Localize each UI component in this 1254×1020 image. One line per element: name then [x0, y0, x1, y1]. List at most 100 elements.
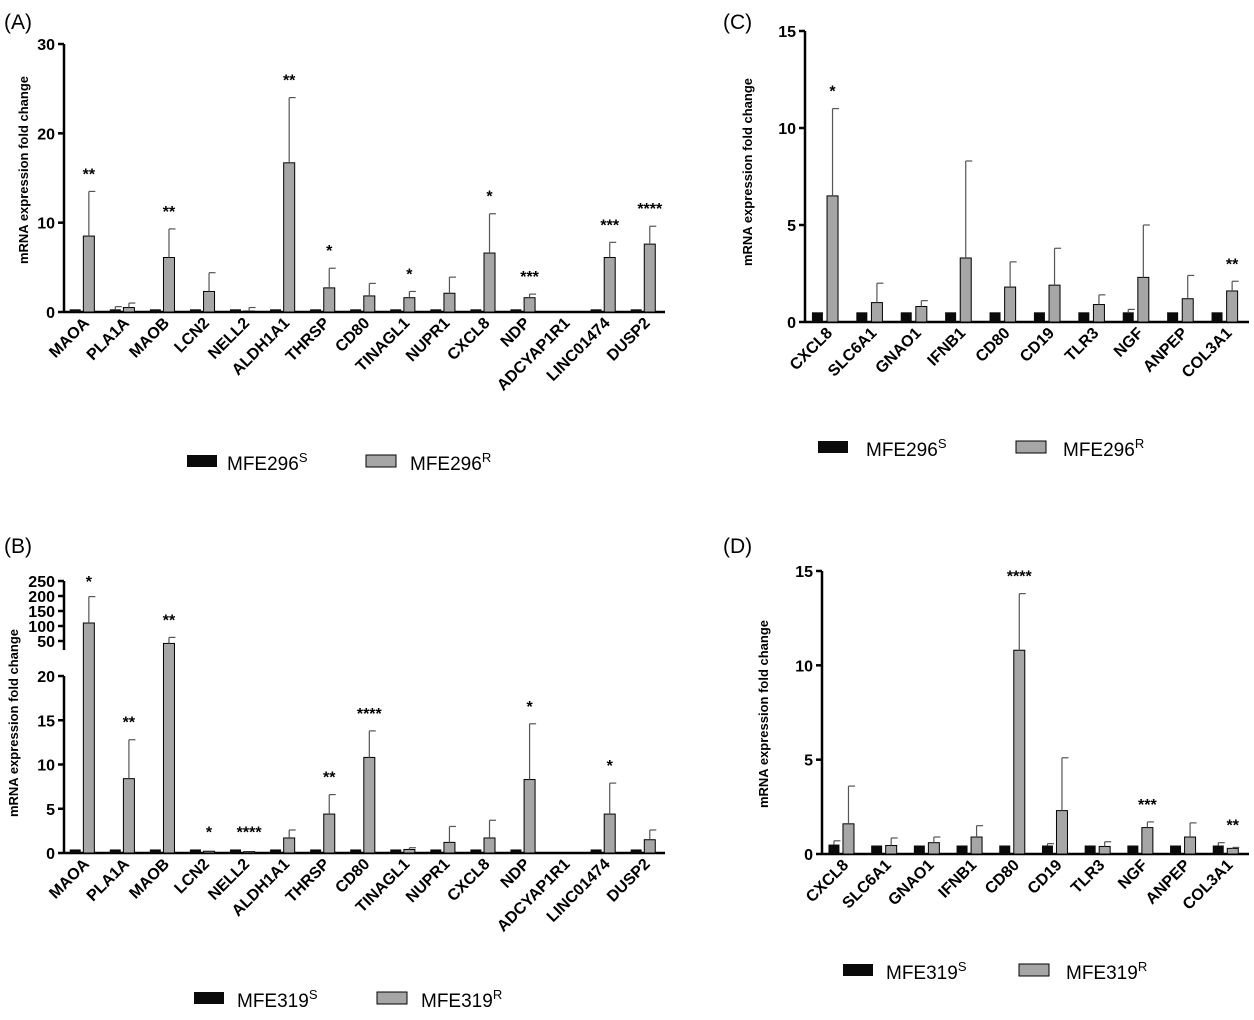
bar — [310, 849, 322, 853]
bar — [390, 849, 402, 853]
bar — [203, 850, 216, 854]
legend-label: MFE296S — [227, 450, 308, 475]
bar — [109, 309, 121, 312]
bar — [630, 309, 642, 312]
bar — [323, 813, 336, 854]
y-tick-label: 0 — [804, 847, 813, 864]
bar — [350, 849, 362, 853]
y-tick-label: 10 — [37, 758, 55, 775]
category-label: NUPR1 — [403, 856, 453, 906]
y-tick-label: 150 — [28, 604, 55, 621]
significance-label: ** — [1226, 256, 1239, 273]
bar — [310, 309, 322, 312]
category-label: PLA1A — [84, 855, 133, 904]
y-tick-label: 5 — [804, 753, 813, 770]
legend-label: MFE296R — [410, 450, 491, 475]
bar — [510, 309, 522, 312]
y-tick-label: 0 — [787, 315, 796, 332]
bar — [643, 839, 656, 854]
legend-superscript: R — [482, 450, 491, 465]
bar — [630, 849, 642, 853]
bar — [229, 849, 241, 853]
bar — [470, 849, 482, 853]
bar — [927, 842, 940, 855]
category-label: PLA1A — [84, 314, 133, 363]
bar — [270, 849, 282, 853]
legend-swatch — [818, 441, 848, 453]
bar — [1048, 284, 1061, 323]
significance-label: **** — [1007, 569, 1033, 586]
y-tick-label: 50 — [37, 634, 55, 651]
legend-name: MFE296 — [1063, 440, 1135, 461]
y-tick-label: 10 — [778, 121, 796, 138]
bar — [900, 312, 912, 322]
significance-label: * — [406, 266, 413, 283]
bar — [1226, 290, 1239, 323]
y-tick-label: 15 — [795, 564, 813, 581]
bar — [871, 845, 883, 854]
significance-label: ** — [283, 73, 296, 90]
category-label: CD80 — [982, 857, 1023, 898]
legend-superscript: R — [493, 987, 502, 1002]
bar — [885, 845, 898, 855]
bar — [1098, 845, 1111, 855]
significance-label: ** — [83, 166, 96, 183]
legend-label: MFE296R — [1063, 436, 1144, 461]
bar — [510, 849, 522, 853]
bar — [590, 849, 602, 853]
bar — [603, 257, 616, 313]
y-tick-label: 20 — [37, 126, 55, 143]
legend-label: MFE319S — [886, 959, 967, 984]
category-label: TLR3 — [1068, 857, 1108, 897]
category-label: CD19 — [1017, 325, 1058, 366]
bar — [229, 309, 241, 312]
panel-4: (D)mRNA expression fold change051015CXCL… — [723, 535, 1249, 984]
category-label: THRSP — [283, 315, 334, 366]
bar — [643, 243, 656, 313]
bar — [149, 849, 161, 853]
bar — [69, 309, 81, 312]
legend-name: MFE319 — [886, 963, 958, 984]
category-label: CD19 — [1025, 857, 1066, 898]
legend-label: MFE319R — [421, 987, 502, 1012]
bar — [1004, 286, 1017, 323]
bar — [523, 779, 536, 854]
y-tick-label: 0 — [46, 305, 55, 322]
bar — [189, 309, 201, 312]
significance-label: **** — [237, 824, 263, 841]
category-label: GNAO1 — [885, 857, 937, 909]
category-label: TLR3 — [1062, 325, 1102, 365]
bar — [842, 823, 855, 855]
legend-label: MFE319R — [1066, 959, 1147, 984]
y-tick-label: 200 — [28, 589, 55, 606]
legend-swatch — [187, 455, 217, 467]
significance-label: **** — [637, 201, 663, 218]
category-label: NGF — [1111, 325, 1147, 361]
legend-name: MFE319 — [421, 991, 493, 1012]
bar — [856, 312, 868, 322]
legend-name: MFE296 — [866, 440, 938, 461]
significance-label: * — [206, 824, 213, 841]
panel-label: (D) — [723, 535, 752, 558]
bar — [430, 309, 442, 312]
bar — [390, 309, 402, 312]
y-axis-label: mRNA expression fold change — [16, 76, 31, 264]
legend-swatch — [376, 991, 408, 1005]
bar — [1137, 276, 1150, 323]
y-tick-label: 10 — [795, 658, 813, 675]
bar — [1181, 298, 1194, 323]
bar — [913, 845, 925, 854]
y-tick-label: 15 — [778, 24, 796, 41]
category-label: IFNB1 — [925, 325, 970, 370]
bar — [523, 297, 536, 313]
panel-label: (A) — [4, 11, 32, 34]
category-label: SLC6A1 — [825, 325, 880, 380]
bar — [430, 849, 442, 853]
bar — [999, 845, 1011, 854]
bar — [870, 302, 883, 323]
bar — [603, 813, 616, 854]
bar — [162, 642, 175, 854]
significance-label: **** — [357, 706, 383, 723]
bar — [283, 162, 296, 313]
y-axis-label: mRNA expression fold change — [740, 78, 755, 266]
